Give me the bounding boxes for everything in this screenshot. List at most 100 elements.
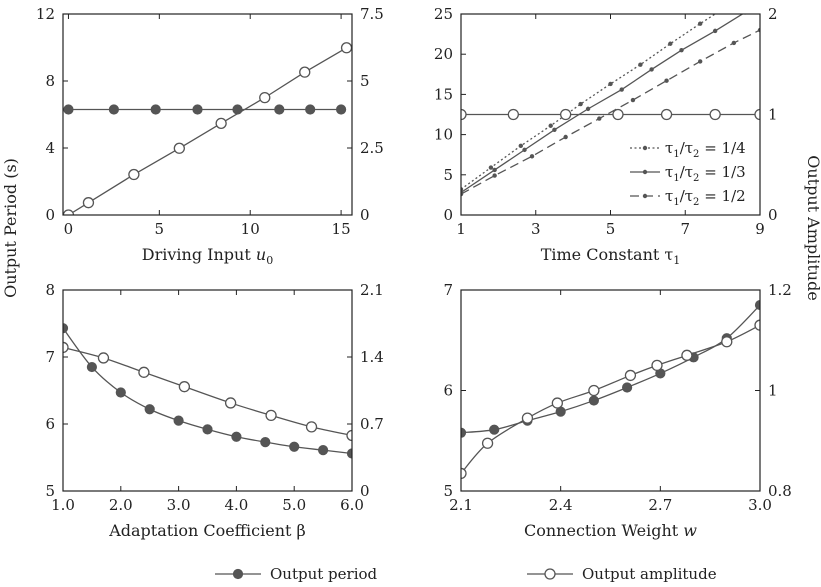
data-point-period (203, 425, 212, 434)
data-point-amp (710, 110, 720, 120)
x-axis-label: Connection Weight w (524, 521, 697, 540)
legend-ratio: = 1/2 (699, 187, 745, 205)
y-tick-label-right: 0.7 (360, 415, 384, 433)
x-tick-label: 5 (606, 220, 616, 238)
data-point-r14 (489, 165, 493, 169)
plot-area (456, 300, 765, 478)
y-tick-label-right: 7.5 (360, 5, 384, 23)
y-tick-label-right: 5 (360, 72, 370, 90)
chart-panel-3: 1.0 2.0 3.0 4.0 5.0 6.0 5 6 7 8 0 0.7 1.4 2.1 Adaptati… (45, 281, 383, 540)
y-tick-label-left: 4 (45, 139, 55, 157)
data-point-r14 (698, 21, 702, 25)
data-point-r14 (519, 144, 523, 148)
legend-slash-tau: /τ (680, 187, 693, 205)
legend-ratio: = 1/3 (699, 163, 745, 181)
data-point-period (290, 442, 299, 451)
data-point-amplitude (625, 370, 635, 380)
x-tick-label: 10 (241, 220, 260, 238)
data-point-amplitude (216, 118, 226, 128)
y-tick-label-left: 0 (443, 206, 453, 224)
data-point-r12 (631, 98, 635, 102)
data-point-r13 (552, 128, 556, 132)
panel-legend: τ1/τ2 = 1/4τ1/τ2 = 1/3τ1/τ2 = 1/2 (630, 139, 746, 208)
data-point-amplitude (174, 143, 184, 153)
data-point-amplitude (342, 43, 352, 53)
data-point-period (261, 437, 270, 446)
legend-marker-r12 (643, 194, 647, 198)
y-tick-label-left: 25 (434, 5, 453, 23)
data-point-amplitude (589, 386, 599, 396)
y-tick-label-left: 20 (434, 45, 453, 63)
x-axis-label-text: Connection Weight (524, 521, 683, 540)
data-point-r13 (679, 48, 683, 52)
data-point-amplitude (307, 422, 317, 432)
x-axis-label-subscript: 0 (266, 254, 273, 267)
y-tick-label-left: 15 (434, 85, 453, 103)
y-tick-label-left: 5 (443, 166, 453, 184)
data-point-amplitude (652, 360, 662, 370)
data-point-amplitude (260, 93, 270, 103)
x-axis-label-text: Adaptation Coefficient β (108, 521, 306, 540)
data-point-period (193, 105, 202, 114)
legend-label-amplitude: Output amplitude (582, 565, 717, 583)
y-tick-label-right: 0 (360, 206, 370, 224)
y-tick-label-left: 0 (45, 206, 55, 224)
legend-marker-period (233, 569, 242, 578)
data-point-amplitude (83, 198, 93, 208)
data-point-r12 (563, 135, 567, 139)
data-point-r13 (649, 67, 653, 71)
data-point-amplitude (722, 337, 732, 347)
data-point-amplitude (483, 438, 493, 448)
data-point-r14 (549, 124, 553, 128)
x-tick-label: 4.0 (224, 496, 248, 514)
y-tick-label-left: 6 (443, 382, 453, 400)
data-point-amp (613, 110, 623, 120)
y-tick-label-right: 1.2 (768, 281, 792, 299)
data-point-amp (662, 110, 672, 120)
data-point-r13 (586, 107, 590, 111)
chart-panel-4: 2.1 2.4 2.7 3.05670.811.2Connection Weight … (443, 281, 791, 540)
data-point-period (151, 105, 160, 114)
legend-tau: τ (665, 163, 673, 181)
data-point-period (319, 446, 328, 455)
data-point-r13 (713, 29, 717, 33)
y-tick-label-right: 0 (768, 206, 778, 224)
data-point-amplitude (300, 67, 310, 77)
data-point-r13 (492, 168, 496, 172)
x-axis-label-variable: w (683, 521, 697, 540)
x-axis-label-variable: u (256, 245, 266, 264)
data-point-period (232, 432, 241, 441)
data-point-period (275, 105, 284, 114)
x-tick-label: 3 (531, 220, 541, 238)
data-point-period (490, 425, 499, 434)
y-tick-label-right: 2 (768, 5, 778, 23)
y-tick-label-left: 8 (45, 72, 55, 90)
data-point-period (116, 388, 125, 397)
x-tick-label: 2.7 (648, 496, 672, 514)
y-axis-label-right: Output Amplitude (804, 155, 821, 301)
legend-entry-amplitude: Output amplitude (527, 565, 717, 583)
data-point-r14 (728, 2, 732, 6)
chart-panel-1: 0 5 10 150481202.557.5Driving Input u0 (36, 5, 384, 267)
legend-entry-period: Output period (215, 565, 378, 583)
data-point-amplitude (682, 350, 692, 360)
x-tick-label: 3.0 (167, 496, 191, 514)
legend-slash-tau: /τ (680, 163, 693, 181)
data-point-amplitude (98, 353, 108, 363)
x-tick-label: 15 (332, 220, 351, 238)
series-line-period (461, 305, 760, 433)
legend-label-r13: τ1/τ2 = 1/3 (665, 163, 746, 184)
data-point-amplitude (129, 170, 139, 180)
y-axis-label-left: Output Period (s) (1, 158, 20, 298)
data-point-r14 (638, 62, 642, 66)
series-line-period (63, 328, 352, 453)
data-point-r12 (732, 41, 736, 45)
data-point-amplitude (552, 398, 562, 408)
y-tick-label-left: 7 (45, 348, 55, 366)
x-tick-label: 7 (680, 220, 690, 238)
x-tick-label: 1 (456, 220, 466, 238)
x-tick-label: 5 (155, 220, 165, 238)
x-tick-label: 5.0 (282, 496, 306, 514)
x-axis-label-text: Driving Input (142, 245, 256, 264)
